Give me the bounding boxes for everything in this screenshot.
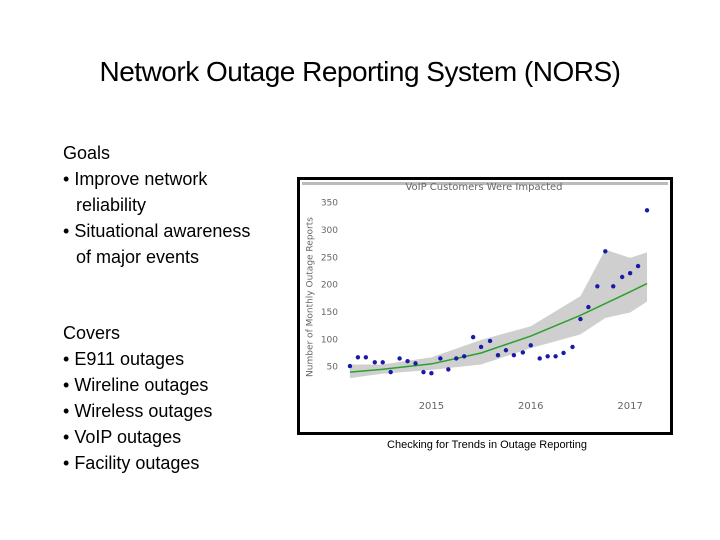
y-tick-label: 350 bbox=[321, 199, 338, 209]
slide-title: Network Outage Reporting System (NORS) bbox=[99, 56, 621, 87]
goals-list: Improve network reliabilitySituational a… bbox=[63, 166, 258, 270]
data-point bbox=[454, 356, 459, 361]
data-point bbox=[380, 360, 385, 365]
data-point bbox=[578, 316, 583, 322]
data-point bbox=[528, 343, 533, 348]
data-point bbox=[347, 363, 353, 369]
bullet-item: Wireline outages bbox=[63, 372, 212, 398]
chart: VoIP Customers Were Impacted Number of M… bbox=[297, 177, 673, 435]
data-point bbox=[421, 369, 426, 375]
y-axis-label: Number of Monthly Outage Reports bbox=[306, 217, 316, 377]
y-tick-label: 150 bbox=[321, 308, 338, 318]
data-point bbox=[355, 355, 361, 360]
data-point bbox=[405, 358, 410, 364]
covers-list: E911 outagesWireline outagesWireless out… bbox=[63, 346, 212, 476]
data-point bbox=[462, 354, 467, 359]
data-point bbox=[520, 350, 526, 355]
covers-block: Covers E911 outagesWireline outagesWirel… bbox=[63, 320, 212, 476]
data-point bbox=[372, 360, 377, 365]
chart-caption: Checking for Trends in Outage Reporting bbox=[387, 439, 587, 451]
y-tick-label: 50 bbox=[327, 363, 339, 373]
chart-title: VoIP Customers Were Impacted bbox=[405, 182, 562, 193]
data-point bbox=[611, 284, 616, 289]
data-point bbox=[627, 270, 633, 276]
data-point bbox=[487, 338, 493, 344]
data-point bbox=[388, 369, 393, 375]
data-point bbox=[586, 304, 591, 310]
data-point bbox=[478, 344, 484, 350]
bullet-item: Wireless outages bbox=[63, 398, 212, 424]
bullet-item: E911 outages bbox=[63, 346, 212, 372]
y-tick-label: 250 bbox=[321, 253, 338, 263]
x-tick-label: 2016 bbox=[518, 401, 543, 412]
data-point bbox=[413, 361, 418, 366]
trend-line bbox=[349, 282, 648, 373]
data-point bbox=[635, 263, 641, 269]
data-point bbox=[446, 367, 451, 372]
y-tick-label: 300 bbox=[321, 226, 338, 236]
bullet-item: Facility outages bbox=[63, 450, 212, 476]
bullet-item: VoIP outages bbox=[63, 424, 212, 450]
data-point bbox=[570, 344, 575, 350]
data-point bbox=[470, 334, 476, 340]
data-point bbox=[503, 348, 509, 353]
frame-edge bbox=[302, 182, 668, 185]
data-point bbox=[397, 356, 402, 361]
data-point bbox=[553, 354, 558, 359]
data-point bbox=[644, 208, 650, 213]
goals-block: Goals Improve network reliabilitySituati… bbox=[63, 140, 258, 270]
data-point bbox=[438, 356, 443, 361]
data-point bbox=[511, 352, 517, 358]
covers-heading: Covers bbox=[63, 323, 121, 343]
bullet-item: Improve network reliability bbox=[63, 166, 258, 218]
x-tick-label: 2015 bbox=[419, 401, 444, 412]
data-point bbox=[595, 284, 600, 289]
bullet-item: Situational awareness of major events bbox=[63, 218, 258, 270]
goals-heading: Goals bbox=[63, 143, 111, 163]
confidence-band bbox=[349, 249, 648, 379]
data-point bbox=[363, 355, 369, 360]
data-point bbox=[495, 352, 501, 358]
data-point bbox=[561, 350, 566, 356]
data-point bbox=[545, 354, 550, 359]
data-point bbox=[429, 371, 434, 376]
y-tick-label: 200 bbox=[321, 281, 338, 291]
data-point bbox=[603, 249, 608, 254]
y-tick-label: 100 bbox=[321, 335, 338, 345]
data-point bbox=[537, 356, 542, 361]
x-tick-label: 2017 bbox=[617, 401, 642, 412]
data-point bbox=[619, 274, 625, 280]
